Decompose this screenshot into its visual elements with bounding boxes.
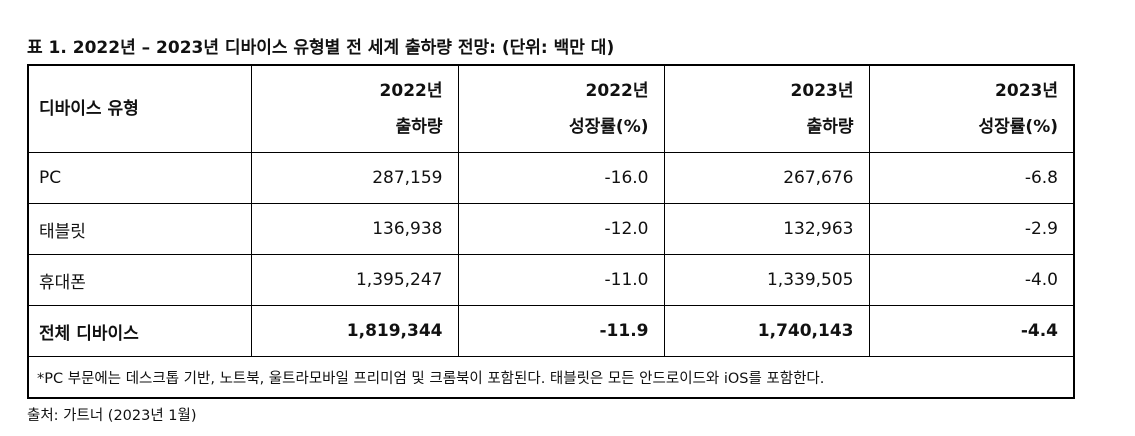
row-label: PC [27, 152, 252, 204]
data-row: 태블릿 136,938 -12.0 132,963 -2.9 [27, 203, 1075, 255]
header-line: 2023년 [790, 81, 854, 101]
header-line: 2022년 [379, 81, 443, 101]
footnote: *PC 부문에는 데스크톱 기반, 노트북, 울트라모바일 프리미엄 및 크롬북… [27, 356, 1075, 399]
row-label: 전체 디바이스 [27, 305, 252, 357]
cell-value: 132,963 [663, 203, 870, 255]
cell-value: -4.0 [868, 254, 1075, 306]
cell-value: -12.0 [457, 203, 665, 255]
cell-value: -16.0 [457, 152, 665, 204]
header-row: 디바이스 유형 2022년 출하량 2022년 성장률(%) 2023년 출하량 2023년 성… [27, 64, 1075, 153]
cell-value: 1,819,344 [250, 305, 459, 357]
header-line: 출하량 [806, 117, 854, 137]
cell-value: 287,159 [250, 152, 459, 204]
header-line: 성장률(%) [569, 117, 649, 137]
header-line: 성장률(%) [978, 117, 1059, 137]
header-line: 2023년 [995, 81, 1058, 101]
header-line: 디바이스 유형 [39, 99, 139, 119]
table-title: 표 1. 2022년 – 2023년 디바이스 유형별 전 세계 출하량 전망:… [27, 38, 615, 58]
data-row: PC 287,159 -16.0 267,676 -6.8 [27, 152, 1075, 204]
cell-value: 1,395,247 [250, 254, 459, 306]
cell-value: 1,740,143 [663, 305, 870, 357]
header-line: 출하량 [395, 117, 443, 137]
header-cell: 디바이스 유형 [27, 64, 252, 153]
source-note: 출처: 가트너 (2023년 1월) [27, 408, 197, 424]
header-line: 2022년 [585, 81, 649, 101]
total-row: 전체 디바이스 1,819,344 -11.9 1,740,143 -4.4 [27, 305, 1075, 357]
cell-value: 1,339,505 [663, 254, 870, 306]
cell-value: -6.8 [868, 152, 1075, 204]
row-label: 휴대폰 [27, 254, 252, 306]
cell-value: 136,938 [250, 203, 459, 255]
table-body: 디바이스 유형 2022년 출하량 2022년 성장률(%) 2023년 출하량 2023년 성… [27, 64, 1075, 399]
data-row: 휴대폰 1,395,247 -11.0 1,339,505 -4.0 [27, 254, 1075, 306]
row-label: 태블릿 [27, 203, 252, 255]
cell-value: 267,676 [663, 152, 870, 204]
footnote-row: *PC 부문에는 데스크톱 기반, 노트북, 울트라모바일 프리미엄 및 크롬북… [27, 356, 1075, 399]
cell-value: -11.9 [457, 305, 665, 357]
cell-value: -11.0 [457, 254, 665, 306]
cell-value: -4.4 [868, 305, 1075, 357]
cell-value: -2.9 [868, 203, 1075, 255]
data-table: 디바이스 유형 2022년 출하량 2022년 성장률(%) 2023년 출하량 2023년 성… [27, 64, 1075, 399]
